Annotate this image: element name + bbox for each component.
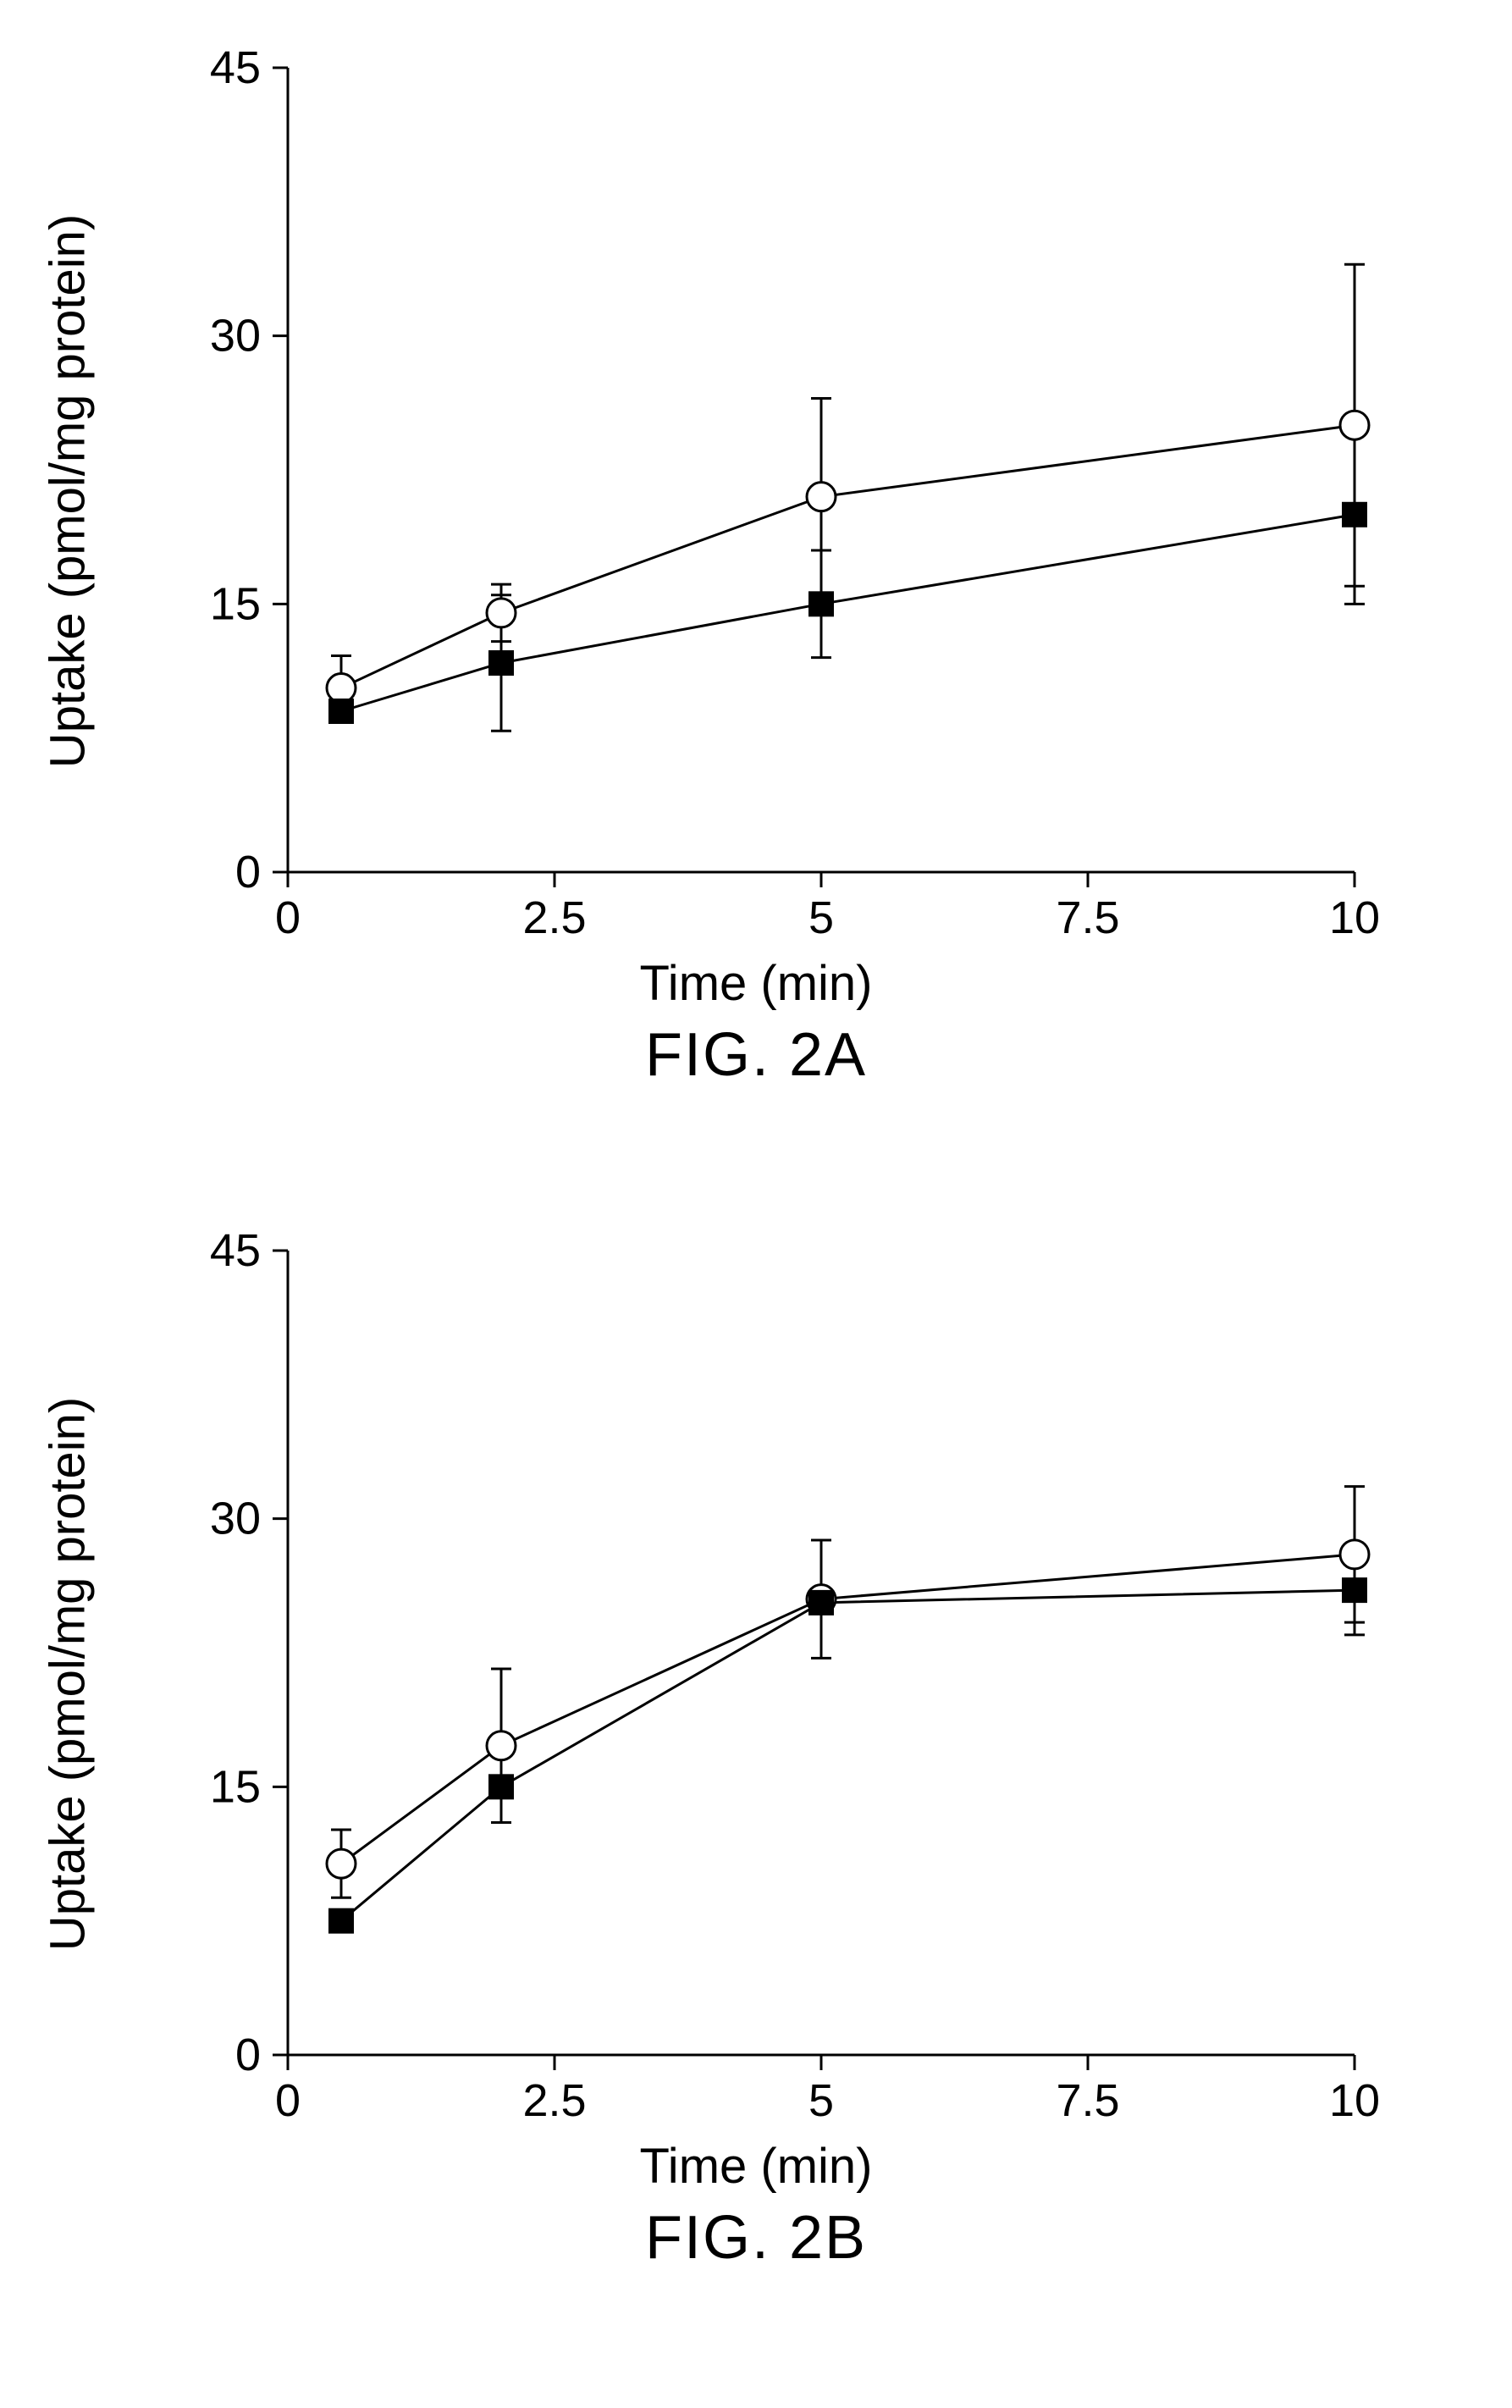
x-axis-label: Time (min) — [102, 955, 1410, 1012]
svg-text:2.5: 2.5 — [522, 892, 586, 943]
page-root: Uptake (pmol/mg protein) 0 2.5 5 7.5 10 0 15 30… — [0, 0, 1512, 2408]
figure-panel-2a: Uptake (pmol/mg protein) 02.557.51001530… — [102, 34, 1410, 1090]
svg-text:30: 30 — [210, 311, 261, 362]
svg-text:0: 0 — [235, 847, 261, 897]
svg-text:0: 0 — [275, 2075, 301, 2126]
svg-text:45: 45 — [210, 1225, 261, 1276]
svg-text:7.5: 7.5 — [1056, 892, 1119, 943]
svg-text:45: 45 — [210, 42, 261, 93]
svg-text:0: 0 — [235, 2030, 261, 2080]
svg-text:5: 5 — [808, 892, 834, 943]
x-axis-label: Time (min) — [102, 2138, 1410, 2195]
y-axis-label: Uptake (pmol/mg protein) — [40, 1397, 97, 1951]
chart-2b-wrap: Uptake (pmol/mg protein) 02.557.51001530… — [102, 1217, 1405, 2131]
svg-text:2.5: 2.5 — [522, 2075, 586, 2126]
chart-2a-wrap: Uptake (pmol/mg protein) 02.557.51001530… — [102, 34, 1405, 948]
chart-svg-2b: 0 2.5 5 7.5 10 0 15 30 45 — [102, 1217, 1405, 2131]
chart-svg-2a: 0 2.5 5 7.5 10 0 15 30 45 — [102, 34, 1405, 948]
svg-text:10: 10 — [1329, 892, 1380, 943]
svg-text:15: 15 — [210, 578, 261, 629]
svg-text:15: 15 — [210, 1761, 261, 1812]
svg-text:0: 0 — [275, 892, 301, 943]
svg-text:30: 30 — [210, 1494, 261, 1544]
svg-text:10: 10 — [1329, 2075, 1380, 2126]
figure-caption: FIG. 2B — [102, 2203, 1410, 2273]
y-axis-label: Uptake (pmol/mg protein) — [40, 214, 97, 768]
svg-text:5: 5 — [808, 2075, 834, 2126]
figure-panel-2b: Uptake (pmol/mg protein) 02.557.51001530… — [102, 1217, 1410, 2273]
figure-caption: FIG. 2A — [102, 1020, 1410, 1090]
svg-text:7.5: 7.5 — [1056, 2075, 1119, 2126]
